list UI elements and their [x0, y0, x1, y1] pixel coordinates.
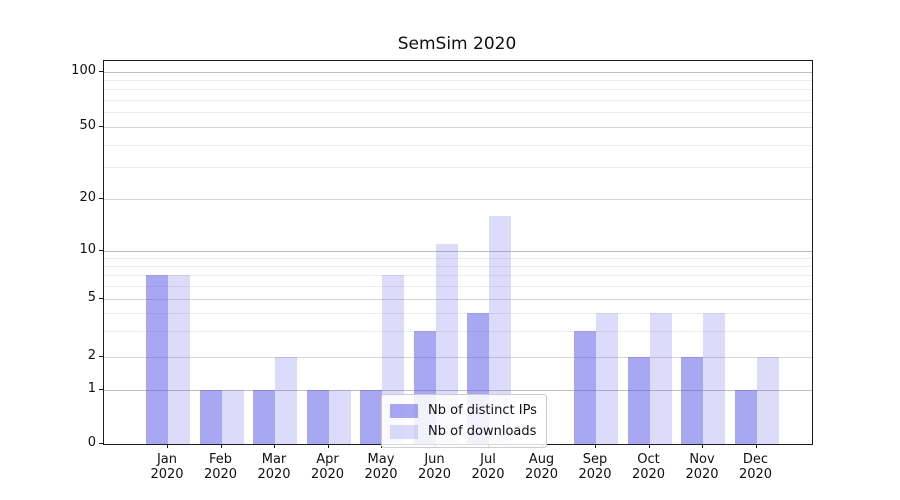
x-tick-label: Sep 2020 [578, 452, 612, 482]
major-gridline [104, 356, 812, 358]
major-gridline [104, 389, 812, 391]
bar-distinct-ips [146, 275, 168, 444]
minor-gridline [104, 330, 812, 332]
bar-downloads [756, 356, 779, 444]
y-tick-label: 50 [79, 118, 96, 133]
y-tick-label: 100 [71, 62, 96, 78]
y-tick-mark [99, 198, 103, 200]
x-tick-label: Oct 2020 [631, 452, 666, 482]
x-tick-label: Apr 2020 [310, 452, 345, 482]
minor-gridline [104, 266, 812, 268]
x-tick-label: Jun 2020 [417, 452, 452, 482]
minor-gridline [104, 144, 812, 146]
x-tick-label: Jan 2020 [150, 452, 184, 482]
legend-item-downloads: Nb of downloads [390, 421, 537, 442]
y-tick-mark [99, 443, 103, 444]
bar-downloads [221, 389, 244, 444]
bar-downloads [168, 275, 190, 444]
x-tick-mark [648, 444, 650, 448]
legend-label: Nb of distinct IPs [428, 403, 537, 418]
bar-downloads [649, 312, 672, 444]
legend-swatch-downloads [390, 424, 418, 439]
minor-gridline [104, 79, 812, 81]
x-tick-label: Feb 2020 [203, 452, 238, 482]
bar-downloads [596, 312, 618, 444]
legend: Nb of distinct IPs Nb of downloads [381, 394, 547, 448]
bar-downloads [489, 215, 511, 444]
minor-gridline [104, 275, 812, 277]
x-tick-label: Dec 2020 [738, 452, 773, 482]
bar-distinct-ips [681, 356, 703, 444]
y-tick-mark [99, 249, 103, 251]
legend-item-distinct-ips: Nb of distinct IPs [390, 400, 537, 421]
y-tick-mark [99, 126, 103, 127]
major-gridline [104, 298, 812, 300]
legend-swatch-distinct-ips [390, 403, 418, 418]
minor-gridline [104, 257, 812, 259]
bar-distinct-ips [253, 389, 275, 444]
x-tick-mark [327, 444, 329, 448]
bar-distinct-ips [574, 330, 596, 444]
bar-downloads [435, 243, 458, 444]
minor-gridline [104, 112, 812, 114]
y-tick-mark [99, 388, 103, 390]
x-tick-mark [755, 444, 757, 448]
x-tick-label: May 2020 [364, 452, 398, 482]
y-tick-label: 10 [79, 241, 96, 257]
bar-distinct-ips [306, 389, 329, 444]
bar-downloads [703, 312, 725, 444]
bar-distinct-ips [199, 389, 222, 444]
x-tick-mark [595, 444, 596, 448]
bar-distinct-ips [627, 356, 650, 444]
minor-gridline [104, 167, 812, 169]
major-gridline [104, 199, 812, 201]
major-gridline [104, 71, 812, 73]
plot-area [103, 60, 813, 445]
y-tick-label: 2 [87, 347, 96, 363]
bar-downloads [275, 356, 297, 444]
major-gridline [104, 250, 812, 252]
y-tick-label: 20 [79, 190, 96, 206]
y-tick-label: 0 [87, 435, 96, 450]
chart-title: SemSim 2020 [397, 34, 517, 54]
minor-gridline [104, 100, 812, 102]
y-tick-label: 5 [87, 289, 96, 305]
y-tick-mark [99, 297, 103, 299]
major-gridline [104, 127, 812, 128]
legend-label: Nb of downloads [428, 424, 537, 439]
x-tick-label: Jul 2020 [471, 452, 505, 482]
bar-distinct-ips [734, 389, 757, 444]
x-tick-label: Aug 2020 [524, 452, 559, 482]
x-tick-mark [220, 444, 222, 448]
minor-gridline [104, 89, 812, 91]
y-tick-label: 1 [87, 380, 96, 396]
x-tick-label: Nov 2020 [685, 452, 719, 482]
x-tick-mark [702, 444, 703, 448]
minor-gridline [104, 285, 812, 287]
y-tick-mark [99, 70, 103, 72]
minor-gridline [104, 312, 812, 314]
x-tick-label: Mar 2020 [257, 452, 291, 482]
x-tick-mark [274, 444, 275, 448]
bar-distinct-ips [360, 389, 382, 444]
y-tick-mark [99, 355, 103, 357]
x-tick-mark [167, 444, 168, 448]
bar-downloads [328, 389, 351, 444]
